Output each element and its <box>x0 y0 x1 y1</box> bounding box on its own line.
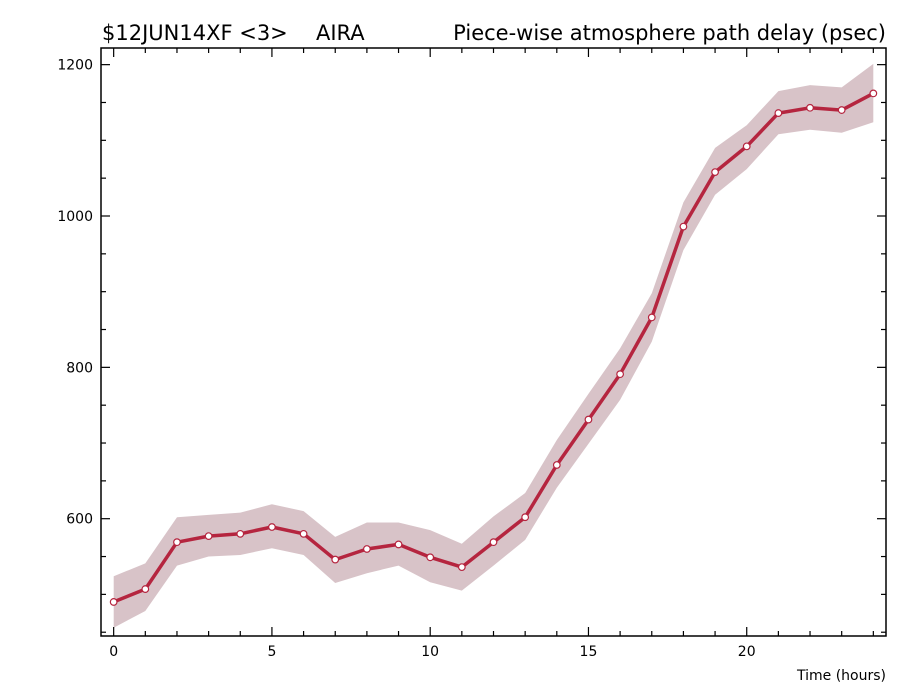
data-point <box>552 461 561 469</box>
data-point <box>141 585 150 593</box>
data-points <box>109 89 878 606</box>
data-point <box>173 538 181 547</box>
data-point <box>394 540 403 549</box>
data-point <box>616 370 625 379</box>
data-point <box>457 563 466 572</box>
y-tick-label: 1200 <box>57 58 93 74</box>
data-point <box>236 529 245 538</box>
x-tick-label: 5 <box>267 644 276 660</box>
data-point <box>774 109 783 117</box>
data-point <box>109 598 118 606</box>
data-point <box>647 313 656 322</box>
data-point <box>584 415 593 424</box>
y-tick-label: 600 <box>66 512 93 528</box>
plot-area <box>109 63 878 628</box>
x-axis-ticks: 0 5 10 15 20 <box>109 48 874 660</box>
data-point <box>489 538 498 547</box>
experiment-label: $12JUN14XF <3> <box>102 21 288 45</box>
y-tick-label: 800 <box>66 360 93 376</box>
data-point <box>806 103 814 112</box>
x-axis-label: Time (hours) <box>796 668 886 684</box>
data-point <box>679 222 688 231</box>
data-point <box>426 553 435 562</box>
y-tick-label: 1000 <box>57 209 93 225</box>
data-point <box>204 532 213 541</box>
station-label: AIRA <box>316 21 365 45</box>
x-tick-label: 20 <box>738 644 756 660</box>
data-point <box>268 523 276 531</box>
error-band <box>113 63 874 628</box>
data-point <box>869 89 878 98</box>
x-tick-label: 0 <box>109 644 118 660</box>
y-axis-ticks: 600 800 1000 1200 <box>57 58 886 633</box>
x-tick-label: 10 <box>421 644 439 660</box>
data-point <box>331 555 340 564</box>
data-point <box>521 513 530 522</box>
data-point <box>362 545 371 553</box>
data-point <box>837 106 846 114</box>
x-tick-label: 15 <box>580 644 598 660</box>
data-point <box>742 142 751 151</box>
data-point <box>299 529 308 538</box>
chart-title: Piece-wise atmosphere path delay (psec) <box>453 21 886 45</box>
data-point <box>711 168 719 177</box>
